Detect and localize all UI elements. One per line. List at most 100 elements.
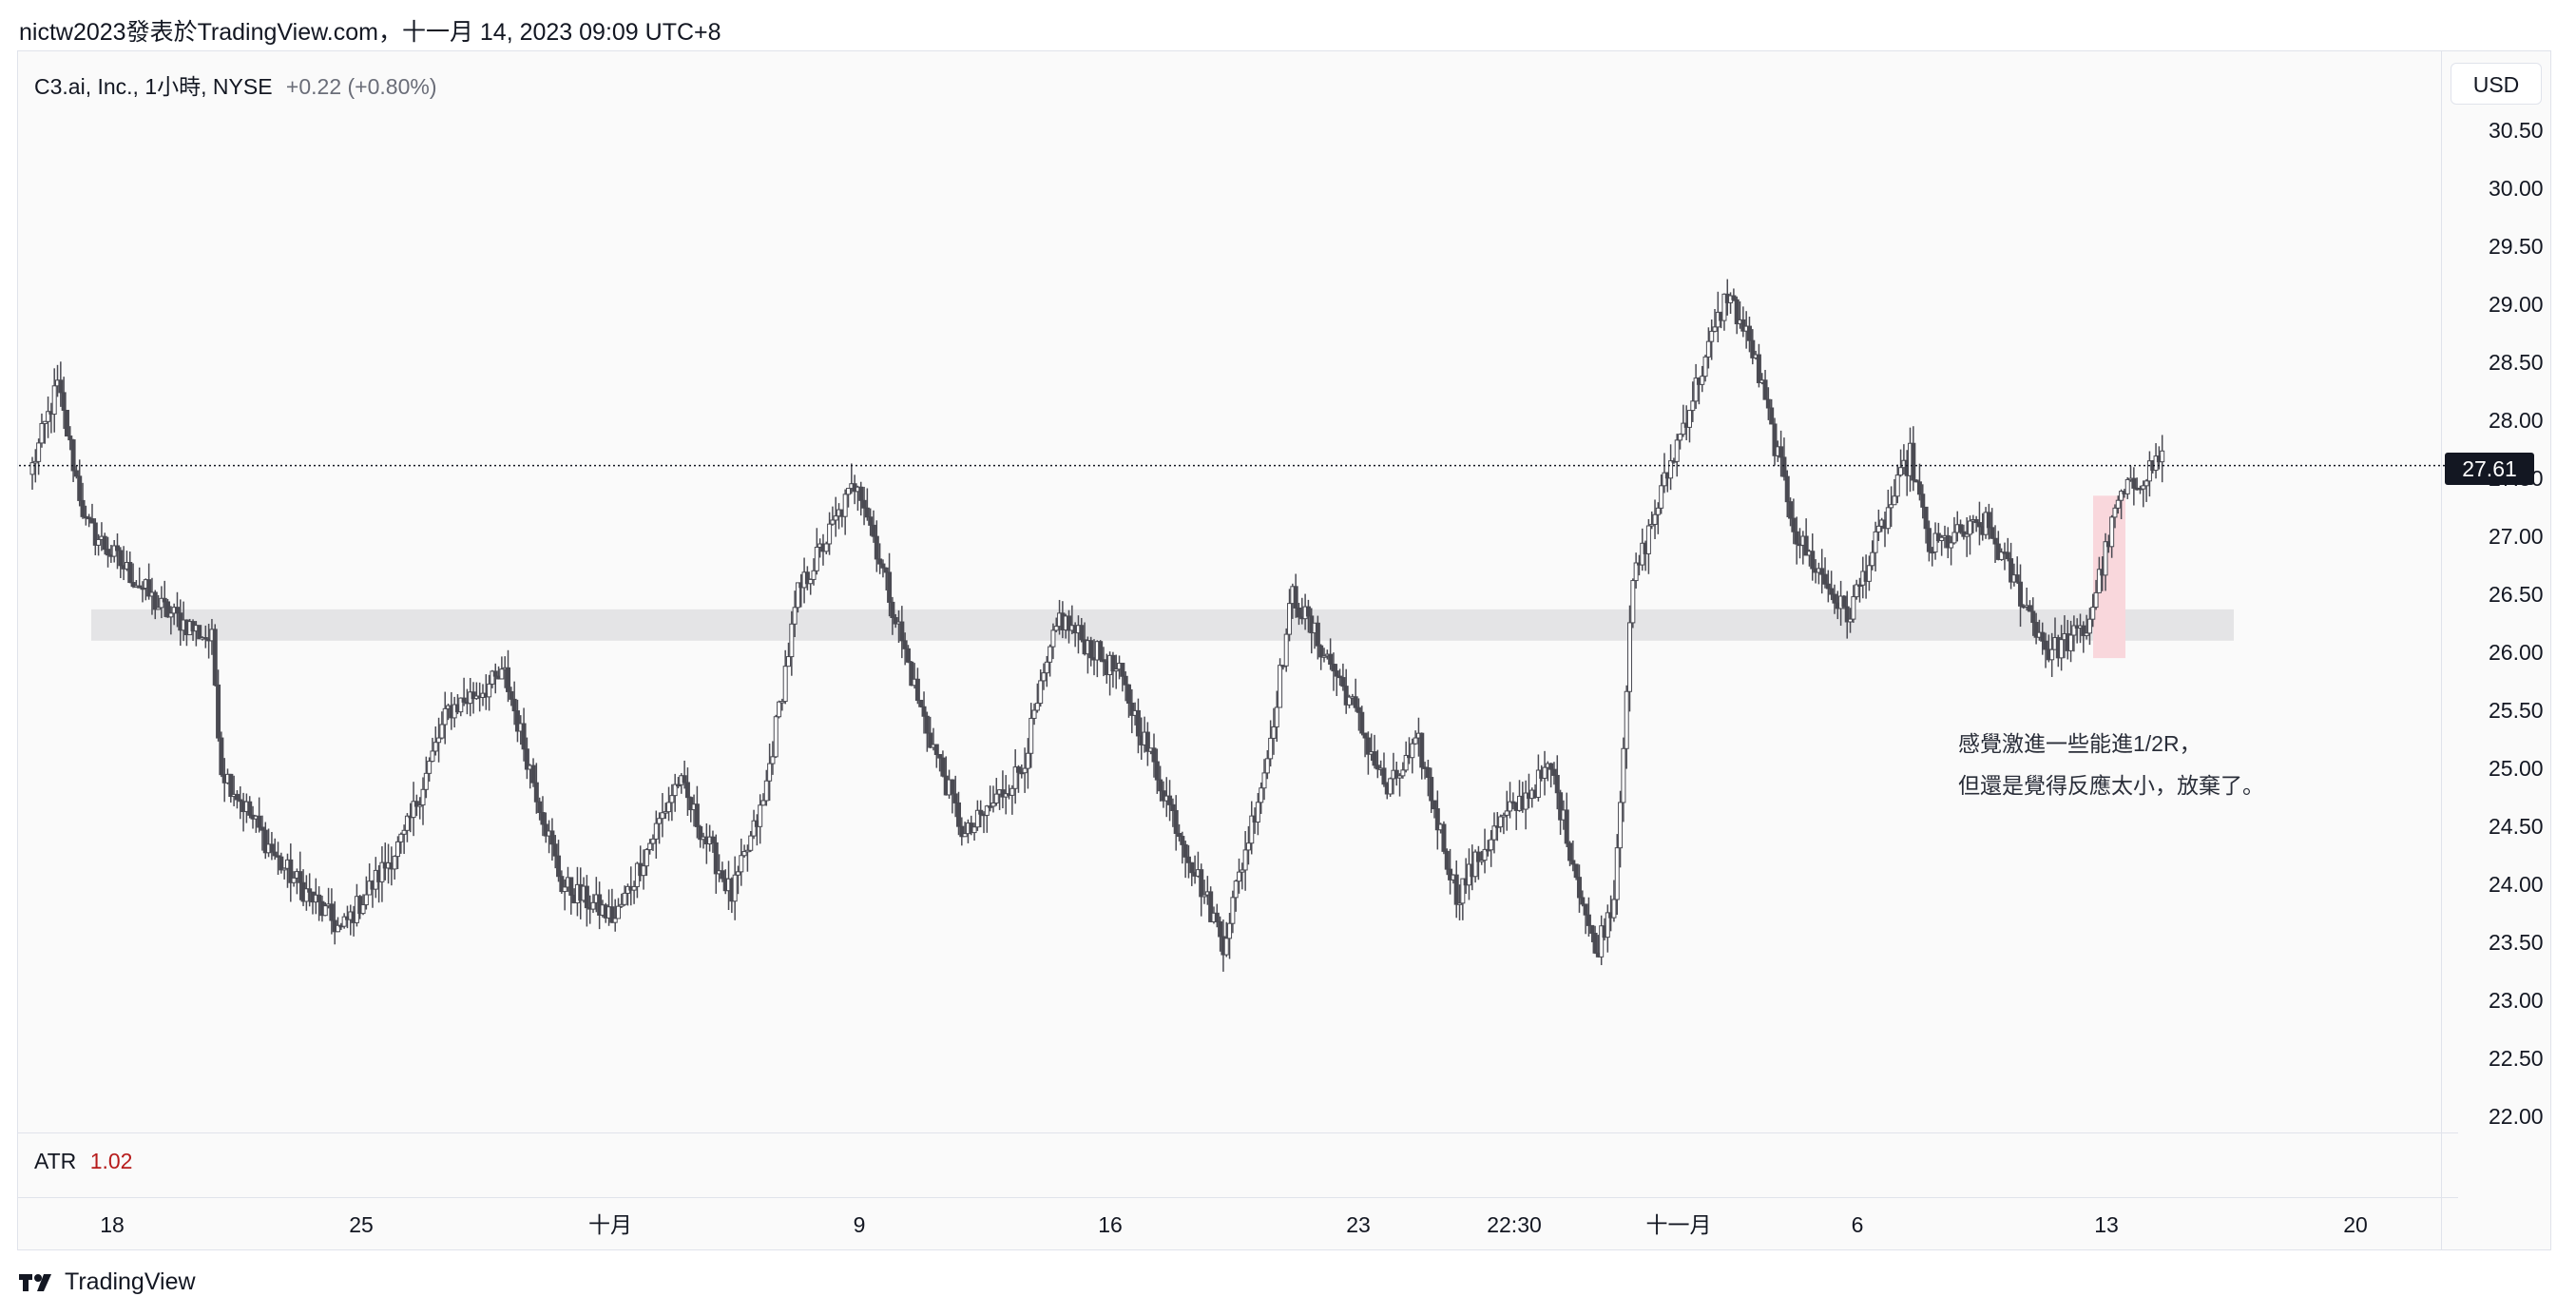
candle[interactable] — [1372, 734, 1377, 769]
candle[interactable] — [1123, 671, 1128, 702]
candle[interactable] — [883, 567, 889, 590]
candle[interactable] — [647, 839, 653, 855]
candle[interactable] — [924, 711, 930, 752]
candle[interactable] — [2153, 443, 2159, 479]
candle[interactable] — [921, 691, 927, 734]
candle[interactable] — [1403, 741, 1409, 773]
candle[interactable] — [584, 875, 589, 927]
candle[interactable] — [1885, 489, 1891, 534]
candle[interactable] — [1177, 823, 1182, 842]
candle[interactable] — [748, 831, 754, 853]
candle[interactable] — [442, 691, 448, 745]
candle[interactable] — [1230, 890, 1236, 934]
candle[interactable] — [1135, 698, 1141, 754]
candle[interactable] — [1762, 370, 1768, 400]
candle[interactable] — [137, 567, 143, 589]
candle[interactable] — [590, 894, 596, 914]
candle[interactable] — [2081, 621, 2086, 653]
candle[interactable] — [1394, 762, 1399, 786]
candle[interactable] — [1548, 763, 1554, 788]
candle[interactable] — [70, 438, 76, 482]
candle[interactable] — [1810, 533, 1816, 581]
candle[interactable] — [1237, 858, 1242, 894]
candle[interactable] — [240, 792, 246, 832]
candle[interactable] — [1173, 795, 1179, 851]
candle[interactable] — [952, 775, 958, 818]
candle[interactable] — [1693, 363, 1699, 410]
candle[interactable] — [1457, 884, 1463, 920]
candle[interactable] — [260, 815, 265, 851]
candle[interactable] — [1986, 503, 1991, 540]
candle[interactable] — [156, 594, 162, 610]
candle[interactable] — [1315, 615, 1320, 660]
candle[interactable] — [720, 861, 725, 882]
candle[interactable] — [675, 777, 681, 789]
candle[interactable] — [1381, 752, 1387, 787]
candle[interactable] — [162, 580, 167, 617]
candle[interactable] — [1932, 522, 1938, 560]
candle[interactable] — [1583, 903, 1588, 935]
candle[interactable] — [1041, 663, 1047, 690]
candle[interactable] — [1567, 841, 1573, 866]
candle[interactable] — [46, 397, 51, 438]
candle[interactable] — [1570, 840, 1576, 872]
candle[interactable] — [1432, 800, 1437, 819]
candle[interactable] — [2143, 478, 2149, 502]
candle[interactable] — [1690, 381, 1696, 422]
candle[interactable] — [1044, 655, 1049, 687]
candle[interactable] — [1261, 759, 1267, 801]
candle[interactable] — [1028, 703, 1034, 768]
candle[interactable] — [262, 822, 268, 860]
candle[interactable] — [1296, 602, 1301, 626]
candle[interactable] — [1958, 519, 1964, 534]
candle[interactable] — [2018, 564, 2024, 628]
candle[interactable] — [1400, 762, 1406, 779]
candle[interactable] — [506, 649, 511, 703]
candle[interactable] — [864, 488, 870, 521]
candle[interactable] — [874, 520, 879, 572]
candle[interactable] — [1645, 518, 1651, 574]
candle[interactable] — [1681, 404, 1686, 437]
candle[interactable] — [413, 794, 419, 817]
candle[interactable] — [307, 873, 313, 907]
candle[interactable] — [552, 835, 558, 869]
candle[interactable] — [394, 836, 400, 870]
candle[interactable] — [102, 532, 107, 555]
candle[interactable] — [1110, 651, 1116, 688]
candle[interactable] — [1633, 552, 1639, 589]
candle[interactable] — [2014, 556, 2020, 585]
candle[interactable] — [2030, 597, 2036, 636]
candle[interactable] — [1832, 584, 1837, 614]
candle[interactable] — [933, 744, 939, 768]
candle[interactable] — [1892, 478, 1897, 506]
candle[interactable] — [2005, 537, 2010, 562]
candle[interactable] — [1819, 549, 1825, 594]
candle[interactable] — [1208, 886, 1214, 922]
candle[interactable] — [905, 645, 911, 664]
candle[interactable] — [1167, 780, 1173, 822]
candle[interactable] — [984, 804, 990, 833]
candle[interactable] — [1328, 638, 1334, 670]
candle[interactable] — [2033, 612, 2039, 645]
candle[interactable] — [197, 625, 202, 640]
candle[interactable] — [1182, 841, 1188, 879]
candle[interactable] — [909, 661, 914, 687]
currency-button[interactable]: USD — [2451, 63, 2542, 105]
symbol-legend[interactable]: C3.ai, Inc., 1小時, NYSE +0.22 (+0.80%) — [34, 68, 436, 101]
candle[interactable] — [36, 438, 42, 475]
candle[interactable] — [499, 656, 505, 680]
candle[interactable] — [1854, 579, 1859, 600]
candle[interactable] — [914, 668, 920, 705]
candle[interactable] — [537, 797, 543, 821]
candle[interactable] — [858, 481, 864, 516]
candle[interactable] — [1614, 834, 1620, 916]
candle[interactable] — [336, 917, 341, 933]
candle[interactable] — [814, 528, 819, 575]
candle[interactable] — [2059, 625, 2065, 671]
candle[interactable] — [660, 793, 665, 838]
candle[interactable] — [1848, 608, 1854, 633]
candle[interactable] — [2068, 620, 2074, 663]
candle[interactable] — [1491, 812, 1497, 854]
candle[interactable] — [1472, 849, 1478, 883]
candle[interactable] — [1214, 903, 1220, 928]
